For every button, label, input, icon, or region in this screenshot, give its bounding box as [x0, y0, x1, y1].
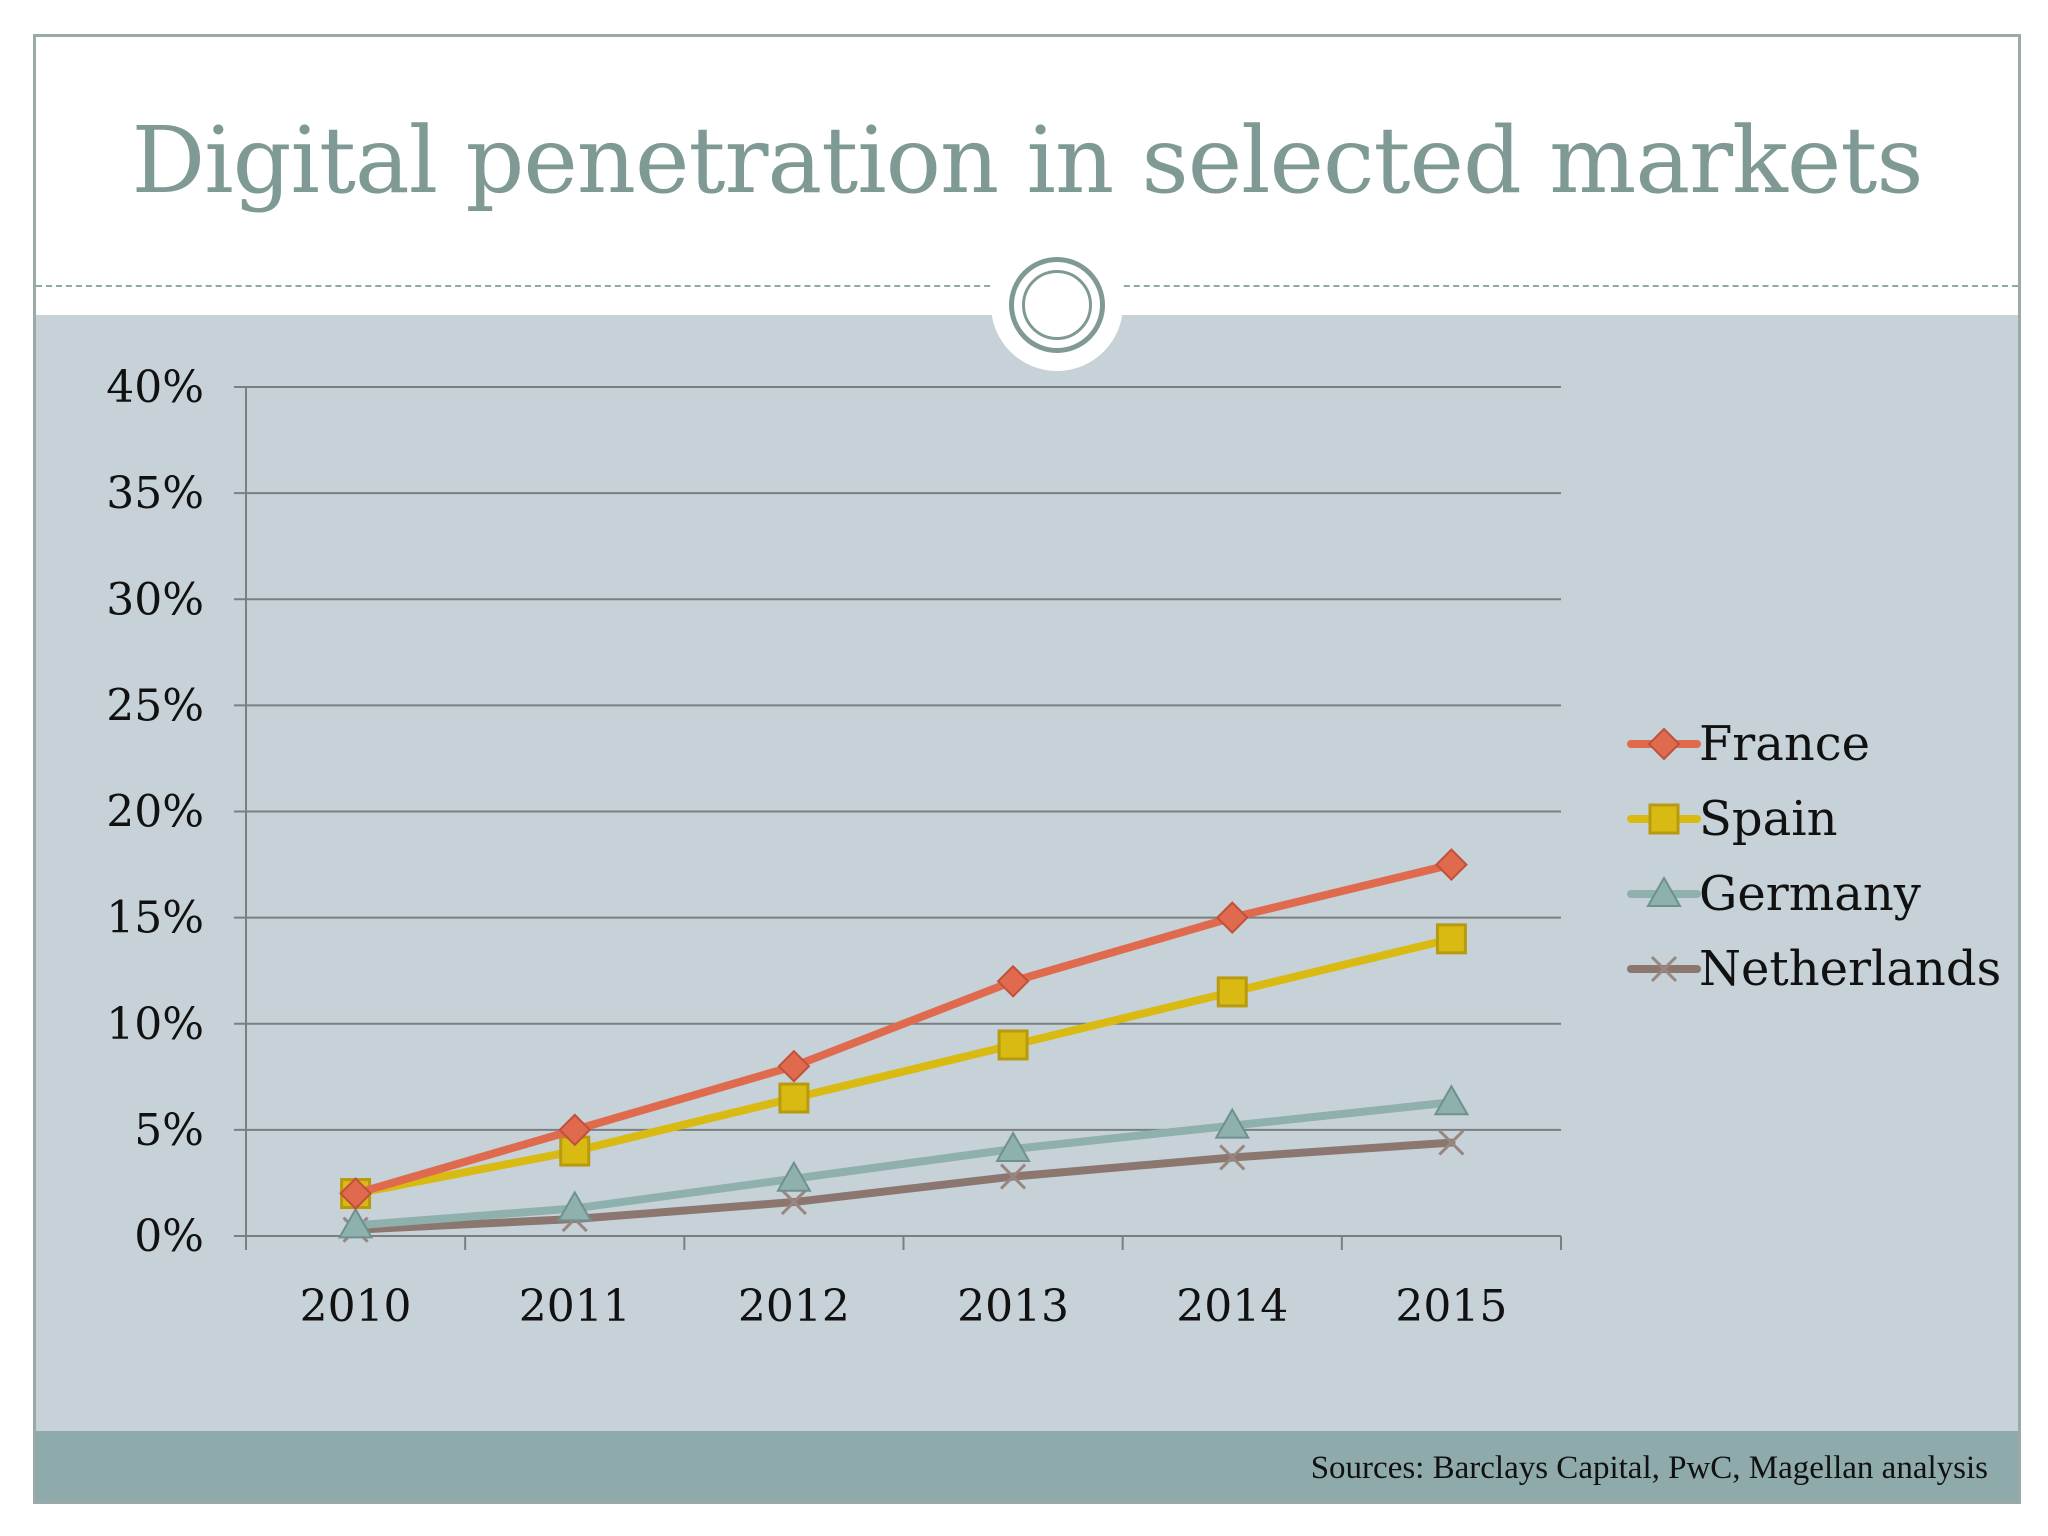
data-point-germany	[1214, 1107, 1250, 1139]
data-point-spain	[997, 1029, 1029, 1061]
data-point-spain	[778, 1082, 810, 1114]
y-tick-label: 25%	[106, 680, 204, 731]
data-point-spain	[1216, 976, 1248, 1008]
x-tick-label: 2013	[957, 1281, 1069, 1332]
legend-marker-germany	[1646, 875, 1682, 907]
legend-marker-spain	[1648, 803, 1680, 835]
legend-label-netherlands: Netherlands	[1699, 941, 2001, 997]
x-tick-label: 2010	[300, 1281, 412, 1332]
data-point-france	[1215, 901, 1249, 935]
data-point-spain	[1435, 923, 1467, 955]
series-line-spain	[351, 934, 1456, 1198]
series-line-germany	[351, 1098, 1456, 1230]
x-tick-label: 2012	[738, 1281, 850, 1332]
y-tick-label: 15%	[106, 893, 204, 944]
slide-title: Digital penetration in selected markets	[131, 107, 1923, 214]
data-point-netherlands	[1000, 1163, 1027, 1190]
data-point-netherlands	[780, 1188, 807, 1216]
legend-label-spain: Spain	[1699, 791, 1838, 847]
data-point-germany	[337, 1207, 374, 1239]
circle-ornament-icon	[1009, 257, 1105, 353]
y-tick-label: 30%	[106, 574, 204, 625]
y-tick-label: 5%	[134, 1105, 204, 1156]
series-line-netherlands	[351, 1138, 1456, 1234]
y-tick-label: 0%	[134, 1211, 204, 1262]
line-chart: 0% 5% 10% 15% 20% 25% 30% 35% 40% 2010 2011 2012 201…	[106, 362, 2001, 1332]
data-point-france	[996, 964, 1030, 998]
y-tick-label: 40%	[106, 362, 204, 413]
x-tick-label: 2014	[1176, 1281, 1288, 1332]
data-point-netherlands	[1438, 1129, 1465, 1156]
legend-marker-france	[1647, 727, 1681, 761]
data-point-france	[1435, 848, 1468, 881]
footer-bar: Sources: Barclays Capital, PwC, Magellan…	[36, 1431, 2018, 1501]
y-tick-label: 20%	[106, 787, 204, 838]
data-point-germany	[1433, 1084, 1470, 1116]
data-point-france	[339, 1177, 372, 1210]
data-point-france	[777, 1049, 811, 1083]
x-tick-label: 2011	[519, 1281, 631, 1332]
y-tick-label: 35%	[106, 468, 204, 519]
data-point-germany	[776, 1160, 812, 1192]
slide: Digital penetration in selected markets …	[33, 34, 2021, 1504]
source-note: Sources: Barclays Capital, PwC, Magellan…	[1310, 1450, 1988, 1486]
data-point-germany	[995, 1130, 1031, 1162]
y-tick-label: 10%	[106, 999, 204, 1050]
legend-marker-netherlands	[1650, 955, 1678, 983]
series-line-france	[351, 860, 1456, 1198]
legend-label-germany: Germany	[1699, 866, 1921, 922]
data-point-netherlands	[1219, 1144, 1246, 1171]
legend-label-france: France	[1699, 716, 1870, 772]
data-point-germany	[557, 1190, 593, 1222]
circle-ornament-inner	[1022, 270, 1092, 340]
x-tick-label: 2015	[1395, 1281, 1507, 1332]
data-point-france	[558, 1113, 592, 1147]
